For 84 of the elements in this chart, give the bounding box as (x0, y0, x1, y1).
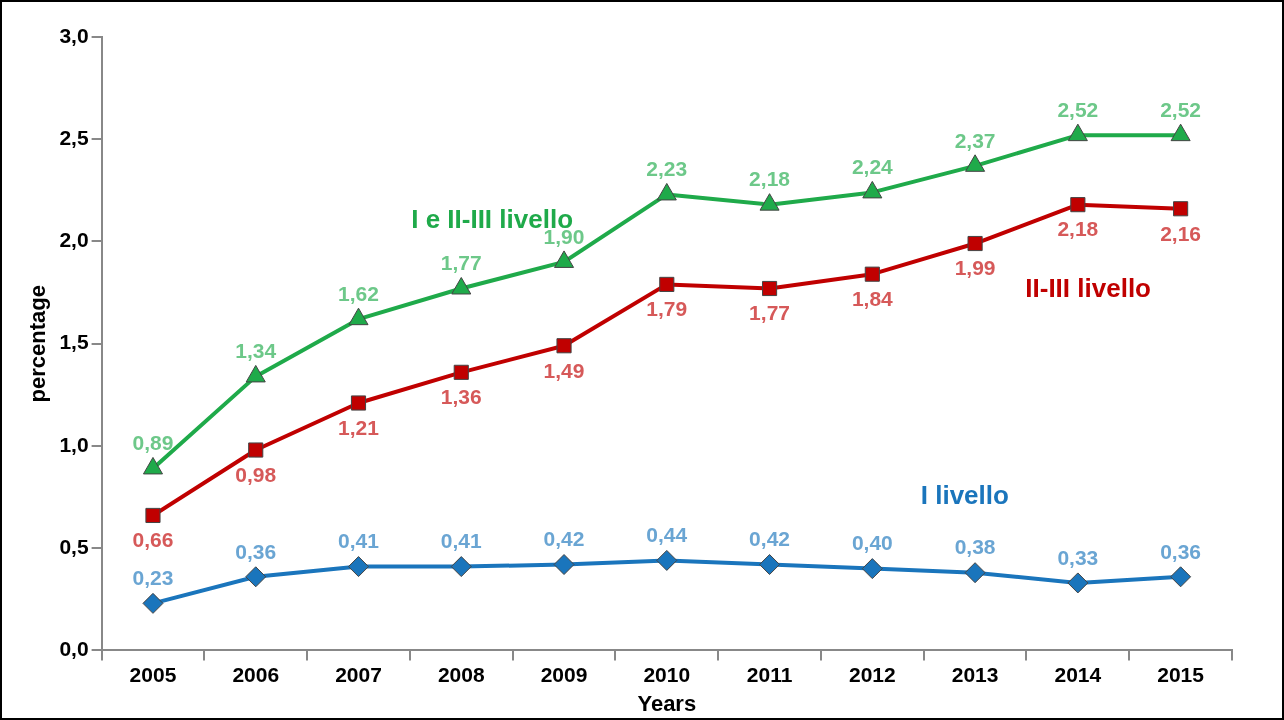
x-tick-label: 2015 (1157, 662, 1205, 686)
data-label: 0,44 (646, 523, 688, 547)
x-axis-title: Years (637, 690, 697, 716)
point (1170, 123, 1191, 142)
data-label: 2,52 (1057, 97, 1099, 121)
x-tick-label: 2008 (437, 662, 485, 686)
data-label: 0,41 (440, 529, 483, 553)
point (659, 276, 675, 292)
data-label: 2,23 (646, 157, 688, 181)
x-tick-label: 2007 (335, 662, 382, 686)
y-tick-label: 0,5 (59, 534, 89, 558)
data-label: 2,16 (1160, 221, 1202, 245)
data-label: 0,66 (132, 528, 174, 552)
data-label: 2,37 (954, 128, 996, 152)
point (554, 250, 575, 268)
point (245, 566, 267, 588)
x-tick-label: 2013 (951, 662, 999, 686)
point (1170, 566, 1192, 588)
point (553, 554, 575, 576)
x-tick-label: 2011 (746, 662, 793, 686)
point (967, 235, 983, 252)
y-tick-label: 3,0 (59, 23, 89, 47)
point (451, 276, 472, 295)
data-label: 0,41 (338, 529, 380, 553)
data-label: 2,18 (1057, 217, 1099, 241)
data-label: 2,52 (1160, 97, 1202, 121)
data-label: 2,24 (851, 155, 894, 179)
data-label: 0,40 (851, 531, 893, 555)
point (145, 507, 161, 524)
point (350, 395, 367, 411)
y-axis-title: percentage (25, 285, 51, 403)
point (142, 592, 164, 614)
data-label: 1,99 (954, 256, 996, 280)
data-label: 1,77 (749, 301, 790, 325)
x-tick-label: 2006 (232, 662, 280, 686)
point (245, 364, 266, 383)
data-label: 0,36 (1160, 539, 1202, 563)
point (965, 154, 986, 172)
y-tick-label: 1,0 (59, 432, 89, 456)
text: I livello (920, 480, 1009, 511)
data-label: 0,33 (1057, 545, 1099, 569)
x-tick-label: 2009 (540, 662, 588, 686)
y-tick-label: 0,0 (59, 637, 89, 661)
y-tick-label: 2,0 (59, 228, 89, 252)
point (759, 193, 780, 211)
data-label: 0,42 (543, 527, 585, 551)
data-label: 1,49 (543, 358, 585, 382)
data-label: 1,36 (440, 385, 482, 409)
point (453, 364, 469, 380)
x-tick-label: 2012 (848, 662, 896, 686)
data-label: 1,34 (235, 339, 277, 363)
data-label: 0,98 (235, 462, 277, 486)
data-label: 0,42 (749, 527, 790, 551)
point (450, 556, 472, 578)
point (864, 266, 880, 282)
data-label: 0,38 (954, 535, 996, 559)
point (1067, 123, 1088, 142)
point (862, 180, 883, 199)
x-tick-label: 2014 (1054, 662, 1102, 686)
point (656, 182, 677, 201)
point (348, 307, 369, 326)
point (556, 338, 572, 354)
point (861, 558, 883, 580)
point (964, 562, 986, 584)
data-label: 1,79 (646, 297, 688, 321)
point (1067, 572, 1089, 594)
point (348, 556, 369, 578)
point (761, 280, 778, 297)
y-tick-label: 1,5 (59, 330, 89, 354)
data-label: 0,23 (132, 566, 174, 590)
data-label: 1,77 (440, 251, 482, 275)
point (759, 554, 781, 576)
y-tick-label: 2,5 (59, 126, 89, 150)
data-label: 1,62 (338, 281, 379, 305)
data-label: 0,89 (132, 431, 174, 455)
x-tick-label: 2005 (129, 662, 177, 686)
data-label: 1,84 (851, 286, 894, 310)
data-label: 0,36 (235, 539, 277, 563)
data-label: 1,21 (338, 415, 380, 439)
data-label: 2,18 (749, 167, 791, 191)
point (248, 442, 264, 458)
x-tick-label: 2010 (643, 662, 691, 686)
point (656, 549, 678, 571)
series-label: II-III livello (1025, 273, 1151, 304)
